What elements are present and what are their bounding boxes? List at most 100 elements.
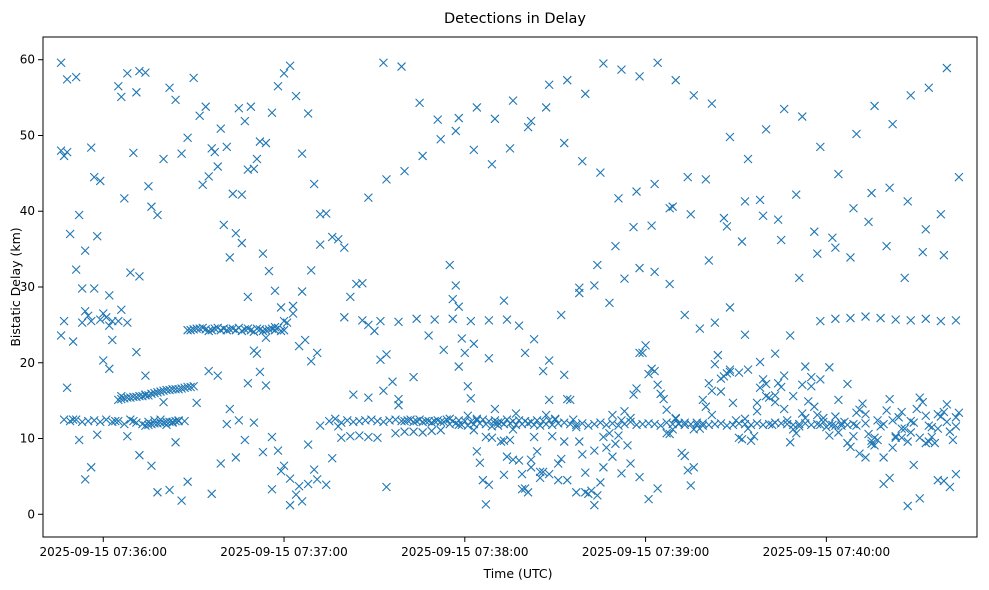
data-point xyxy=(165,83,174,93)
data-point xyxy=(894,412,904,422)
data-point xyxy=(132,418,141,427)
data-point xyxy=(273,446,283,456)
data-point xyxy=(574,283,584,293)
data-point xyxy=(436,134,446,144)
data-point xyxy=(689,90,699,100)
data-point xyxy=(342,415,352,425)
data-point xyxy=(439,417,449,427)
data-point xyxy=(135,450,144,460)
data-point xyxy=(653,380,663,390)
data-point xyxy=(448,294,458,304)
data-point xyxy=(800,362,810,371)
data-point xyxy=(846,253,855,262)
data-point xyxy=(165,485,174,495)
data-point xyxy=(641,340,650,350)
data-point xyxy=(710,359,720,369)
data-point xyxy=(939,250,949,260)
data-point xyxy=(794,273,804,283)
data-point xyxy=(951,422,961,431)
data-point xyxy=(189,73,199,83)
data-point xyxy=(153,387,162,397)
data-point xyxy=(339,312,349,322)
data-point xyxy=(171,95,180,105)
data-point xyxy=(586,486,596,496)
data-point xyxy=(583,421,593,431)
data-point xyxy=(68,415,78,424)
data-point xyxy=(885,473,895,483)
data-point xyxy=(626,413,635,423)
data-point xyxy=(725,367,735,377)
data-point xyxy=(502,452,512,462)
data-point xyxy=(589,446,599,456)
data-point xyxy=(243,378,253,388)
data-point xyxy=(129,416,138,426)
data-point xyxy=(562,394,572,404)
data-point xyxy=(62,75,72,84)
data-point xyxy=(508,96,518,106)
data-point xyxy=(267,432,277,442)
data-point xyxy=(879,419,888,429)
data-point xyxy=(556,454,566,464)
data-point xyxy=(743,154,753,164)
data-point xyxy=(177,149,186,159)
data-point xyxy=(553,475,563,485)
data-point xyxy=(882,241,891,251)
data-point xyxy=(951,412,961,422)
y-axis-label: Bistatic Delay (km) xyxy=(8,227,23,346)
data-point xyxy=(207,325,217,335)
data-point xyxy=(725,132,735,142)
data-point xyxy=(505,143,515,153)
data-point xyxy=(927,422,937,432)
data-point xyxy=(740,330,750,340)
data-point xyxy=(815,420,825,430)
data-point xyxy=(56,58,66,68)
data-point xyxy=(951,469,961,479)
data-point xyxy=(761,379,771,389)
data-point xyxy=(144,420,153,430)
data-point xyxy=(499,296,509,306)
data-point xyxy=(505,418,515,428)
data-point xyxy=(56,331,66,340)
data-point xyxy=(608,418,617,428)
data-point xyxy=(469,145,479,155)
data-point xyxy=(276,466,286,476)
data-point xyxy=(617,415,626,425)
data-point xyxy=(177,384,186,393)
data-point xyxy=(177,496,186,506)
data-point xyxy=(770,397,780,407)
data-point xyxy=(635,472,644,482)
data-point xyxy=(602,443,611,452)
data-point xyxy=(523,418,533,428)
data-point xyxy=(635,263,644,273)
data-point xyxy=(915,393,925,402)
data-point xyxy=(147,389,156,399)
data-point xyxy=(577,156,587,166)
data-point xyxy=(559,370,569,380)
data-point xyxy=(614,421,623,431)
data-point xyxy=(418,151,428,161)
data-point xyxy=(879,453,888,462)
data-point xyxy=(231,228,241,238)
data-point xyxy=(834,428,843,437)
data-point xyxy=(240,116,250,126)
data-point xyxy=(463,411,473,421)
data-point xyxy=(201,102,211,112)
data-point xyxy=(339,243,349,252)
data-point xyxy=(436,417,446,427)
data-point xyxy=(562,75,572,85)
data-point xyxy=(725,365,735,374)
data-point xyxy=(611,241,620,251)
data-point xyxy=(897,407,907,417)
data-point xyxy=(948,435,958,445)
data-point xyxy=(400,166,409,176)
data-point xyxy=(843,379,852,389)
data-point xyxy=(550,414,560,424)
data-point xyxy=(348,390,358,399)
data-point xyxy=(86,462,96,472)
data-points xyxy=(56,58,964,511)
data-point xyxy=(701,402,711,412)
data-point xyxy=(412,314,421,324)
data-point xyxy=(282,318,292,327)
data-point xyxy=(321,480,331,490)
data-point xyxy=(517,484,527,494)
